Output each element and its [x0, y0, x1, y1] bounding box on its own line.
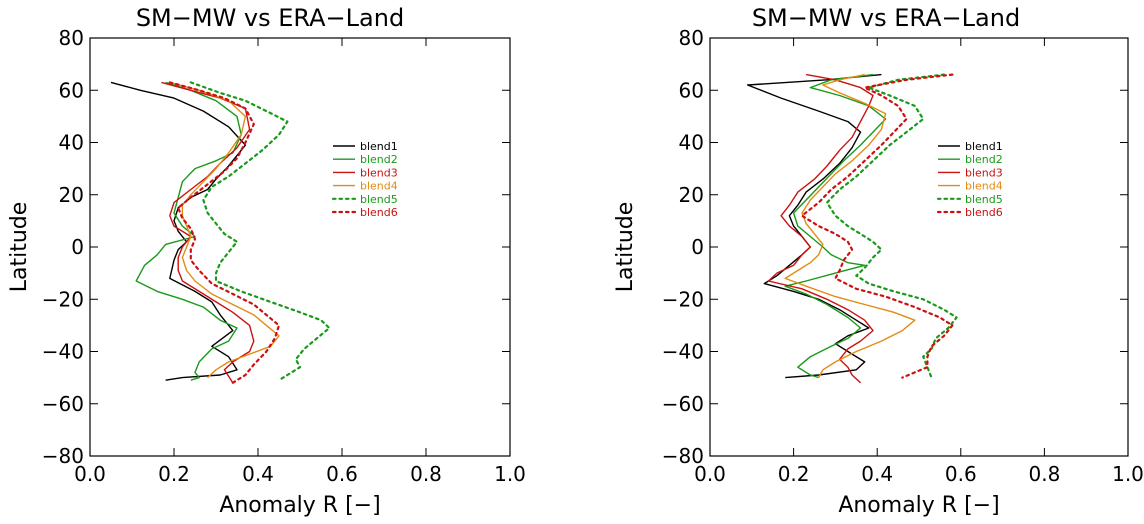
- series-line-blend1: [110, 81, 247, 381]
- x-tick-label: 0.4: [242, 462, 274, 486]
- legend-label-blend6: blend6: [360, 206, 398, 219]
- y-tick-label: −80: [662, 444, 704, 468]
- y-axis-label-right: Latitude: [613, 202, 638, 293]
- legend-label-blend1: blend1: [965, 140, 1003, 153]
- y-tick-label: 60: [59, 78, 84, 102]
- x-tick-label: 0.8: [410, 462, 442, 486]
- y-tick-label: −20: [662, 287, 704, 311]
- y-axis-label-left: Latitude: [7, 202, 32, 293]
- plot-frame-left: [89, 37, 511, 457]
- series-line-blend6: [800, 73, 954, 379]
- y-tick-label: 40: [59, 131, 84, 155]
- chart-title-left: SM−MW vs ERA−Land: [136, 4, 404, 32]
- legend-label-blend6: blend6: [965, 206, 1003, 219]
- series-line-blend4: [784, 73, 916, 378]
- y-tick-label: 60: [679, 78, 704, 102]
- legend-label-blend4: blend4: [965, 180, 1003, 193]
- legend-label-blend5: blend5: [965, 193, 1003, 206]
- x-tick-label: 0.4: [861, 462, 893, 486]
- legend-label-blend5: blend5: [360, 193, 398, 206]
- series-line-blend4: [169, 81, 280, 379]
- plot-frame-right: [709, 37, 1129, 457]
- legend-label-blend3: blend3: [360, 166, 398, 179]
- series-line-blend6: [168, 81, 281, 384]
- series-line-blend2: [135, 81, 242, 381]
- legend-label-blend2: blend2: [360, 153, 398, 166]
- y-tick-label: −60: [42, 392, 84, 416]
- x-tick-label: 0.2: [778, 462, 810, 486]
- x-tick-label: 0.0: [74, 462, 106, 486]
- y-tick-label: −40: [662, 340, 704, 364]
- series-line-blend5: [825, 73, 958, 379]
- series-line-blend3: [767, 73, 874, 384]
- legend-label-blend2: blend2: [965, 153, 1003, 166]
- y-tick-label: −20: [42, 287, 84, 311]
- x-tick-label: 0.6: [326, 462, 358, 486]
- y-ticks-left: 80 60 40 20 0 −20 −40 −60 −80: [42, 26, 510, 468]
- x-tick-label: 0.6: [945, 462, 977, 486]
- series-line-blend3: [161, 81, 255, 384]
- chart-panel-right: SM−MW vs ERA−Land 0.0 0.2 0.4 0.6 0.8 1.0 80 6…: [613, 4, 1144, 518]
- series-group-left: [110, 81, 331, 384]
- x-tick-label: 0.0: [694, 462, 726, 486]
- y-ticks-right: 80 60 40 20 0 −20 −40 −60 −80: [662, 26, 1128, 468]
- y-tick-label: −60: [662, 392, 704, 416]
- y-tick-label: 20: [679, 183, 704, 207]
- chart-title-right: SM−MW vs ERA−Land: [752, 4, 1020, 32]
- x-tick-label: 1.0: [1112, 462, 1144, 486]
- x-axis-label-right: Anomaly R [−]: [838, 493, 999, 518]
- y-tick-label: 20: [59, 183, 84, 207]
- y-tick-label: −80: [42, 444, 84, 468]
- x-tick-label: 1.0: [494, 462, 526, 486]
- legend-label-blend4: blend4: [360, 180, 398, 193]
- y-tick-label: 80: [59, 26, 84, 50]
- x-ticks-right: 0.0 0.2 0.4 0.6 0.8 1.0: [694, 38, 1144, 486]
- chart-panel-left: SM−MW vs ERA−Land 0.0 0.2 0.4 0.6 0.8 1.0 80 6…: [7, 4, 526, 518]
- y-tick-label: 0: [691, 235, 704, 259]
- y-tick-label: 40: [679, 131, 704, 155]
- legend-label-blend1: blend1: [360, 140, 398, 153]
- legend-label-blend3: blend3: [965, 166, 1003, 179]
- series-group-right: [746, 73, 958, 384]
- x-tick-label: 0.8: [1028, 462, 1060, 486]
- y-tick-label: 80: [679, 26, 704, 50]
- x-ticks-left: 0.0 0.2 0.4 0.6 0.8 1.0: [74, 38, 526, 486]
- x-tick-label: 0.2: [158, 462, 190, 486]
- x-axis-label-left: Anomaly R [−]: [219, 493, 380, 518]
- series-line-blend5: [189, 81, 331, 382]
- y-tick-label: 0: [71, 235, 84, 259]
- y-tick-label: −40: [42, 340, 84, 364]
